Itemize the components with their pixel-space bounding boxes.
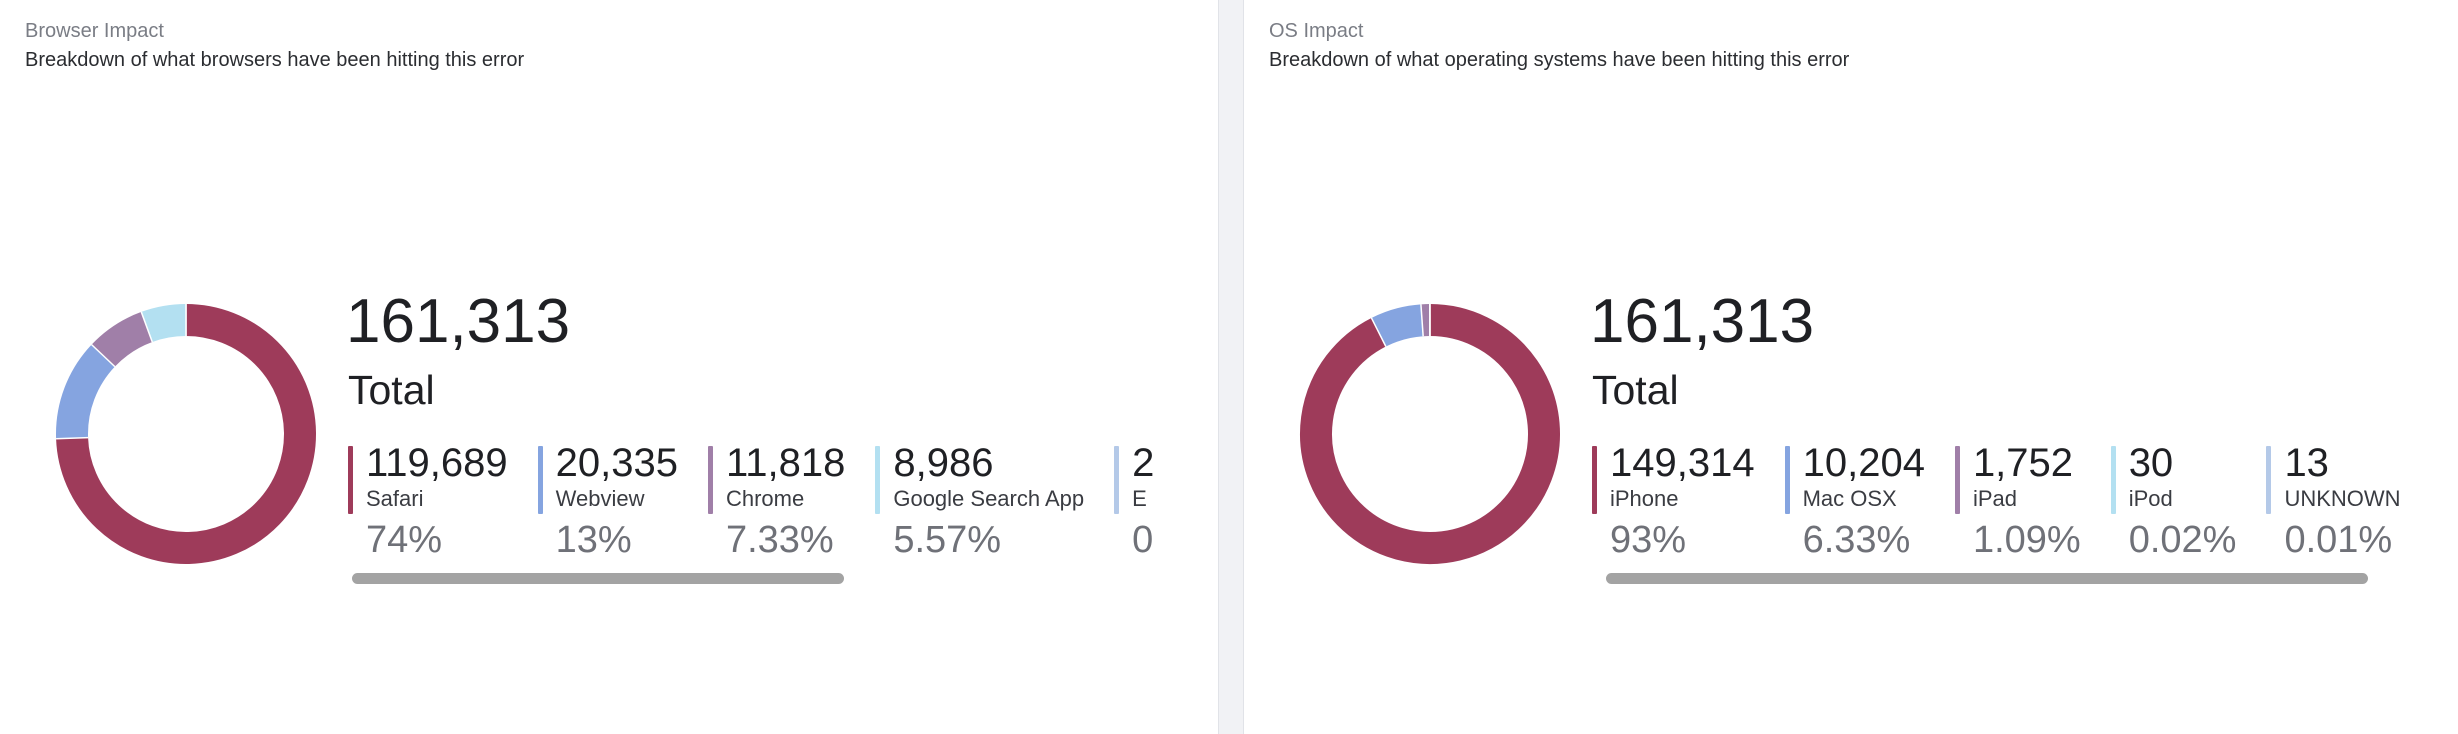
browser-impact-panel: Browser Impact Breakdown of what browser… bbox=[0, 0, 1218, 734]
legend-color-swatch bbox=[707, 446, 713, 514]
legend-count: 8,986 bbox=[893, 441, 994, 485]
legend-color-swatch bbox=[875, 446, 881, 514]
legend-name: E bbox=[1132, 486, 1147, 511]
legend-item-chrome[interactable]: 11,818 Chrome 7.33% bbox=[707, 440, 846, 564]
legend-item-ipad[interactable]: 1,752 iPad 1.09% bbox=[1954, 440, 2081, 564]
legend-item-truncated[interactable]: 2 E 0 bbox=[1114, 440, 1154, 564]
legend-name: iPod bbox=[2128, 486, 2173, 511]
legend-horizontal-scrollbar[interactable] bbox=[1606, 573, 2368, 584]
donut-slice-google-search-app[interactable] bbox=[141, 304, 187, 343]
os-legend[interactable]: 149,314 iPhone 93% 10,204 Mac OSX 6.33% … bbox=[1592, 440, 2452, 590]
legend-name: iPhone bbox=[1610, 486, 1679, 511]
os-impact-panel: OS Impact Breakdown of what operating sy… bbox=[1244, 0, 2458, 734]
legend-percent: 6.33% bbox=[1802, 519, 1911, 561]
legend-color-swatch bbox=[348, 446, 353, 514]
donut-slice-mac-osx[interactable] bbox=[1371, 304, 1424, 347]
legend-name: Chrome bbox=[725, 486, 805, 511]
total-count: 161,313 bbox=[346, 287, 571, 356]
donut-slice-separator bbox=[1420, 304, 1424, 337]
donut-slice-separator bbox=[1370, 317, 1387, 347]
legend-item-google-search-app[interactable]: 8,986 Google Search App 5.57% bbox=[875, 440, 1084, 564]
legend-item-mac-osx[interactable]: 10,204 Mac OSX 6.33% bbox=[1784, 440, 1925, 564]
legend-count: 30 bbox=[2128, 441, 2174, 485]
total-label: Total bbox=[348, 367, 435, 413]
legend-color-swatch bbox=[1592, 446, 1597, 514]
legend-color-swatch bbox=[1784, 446, 1790, 514]
legend-name: Google Search App bbox=[893, 486, 1085, 511]
legend-name: Mac OSX bbox=[1802, 486, 1897, 511]
legend-item-iphone[interactable]: 149,314 iPhone 93% bbox=[1592, 440, 1755, 564]
legend-percent: 0.01% bbox=[2284, 519, 2393, 561]
browser-legend[interactable]: 119,689 Safari 74% 20,335 Webview 13% 11… bbox=[348, 440, 1158, 590]
legend-count: 20,335 bbox=[555, 441, 678, 485]
legend-percent: 0 bbox=[1132, 519, 1154, 561]
legend-percent: 1.09% bbox=[1972, 519, 2081, 561]
donut-slice-separator bbox=[140, 311, 153, 343]
legend-color-swatch bbox=[537, 446, 543, 514]
donut-slice-separator bbox=[91, 344, 116, 368]
donut-slice-safari[interactable] bbox=[56, 304, 316, 564]
panel-divider bbox=[1218, 0, 1244, 734]
panel-title: Browser Impact bbox=[25, 20, 164, 42]
legend-horizontal-scrollbar[interactable] bbox=[352, 573, 844, 584]
panel-subtitle: Breakdown of what operating systems have… bbox=[1269, 49, 1850, 71]
legend-percent: 0.02% bbox=[2128, 519, 2237, 561]
total-count: 161,313 bbox=[1590, 287, 1815, 356]
legend-item-safari[interactable]: 119,689 Safari 74% bbox=[348, 440, 508, 564]
donut-slice-chrome[interactable] bbox=[91, 311, 153, 368]
legend-count: 1,752 bbox=[1972, 441, 2074, 485]
legend-name: Webview bbox=[555, 486, 645, 511]
legend-percent: 93% bbox=[1610, 519, 1687, 561]
legend-count: 13 bbox=[2284, 441, 2329, 485]
legend-count: 10,204 bbox=[1802, 441, 1925, 485]
panel-title: OS Impact bbox=[1269, 20, 1364, 42]
legend-percent: 13% bbox=[555, 519, 632, 561]
legend-count: 119,689 bbox=[366, 441, 508, 485]
legend-count: 11,818 bbox=[725, 441, 846, 485]
os-donut-chart[interactable] bbox=[1298, 302, 1562, 566]
panel-subtitle: Breakdown of what browsers have been hit… bbox=[25, 49, 525, 71]
donut-slice-separator bbox=[56, 436, 89, 440]
total-label: Total bbox=[1592, 367, 1679, 413]
legend-color-swatch bbox=[2266, 446, 2272, 514]
donut-slice-iphone[interactable] bbox=[1300, 304, 1560, 564]
donut-slice-webview[interactable] bbox=[56, 344, 116, 439]
legend-item-unknown[interactable]: 13 UNKNOWN 0.01% bbox=[2266, 440, 2401, 564]
legend-percent: 5.57% bbox=[893, 519, 1002, 561]
browser-donut-chart[interactable] bbox=[54, 302, 318, 566]
legend-percent: 7.33% bbox=[725, 519, 834, 561]
legend-color-swatch bbox=[1954, 446, 1960, 514]
legend-color-swatch bbox=[1114, 446, 1120, 514]
legend-count: 2 bbox=[1132, 441, 1155, 485]
legend-item-webview[interactable]: 20,335 Webview 13% bbox=[537, 440, 678, 564]
legend-name: Safari bbox=[366, 486, 424, 511]
legend-percent: 74% bbox=[366, 519, 443, 561]
legend-name: UNKNOWN bbox=[2284, 486, 2401, 511]
legend-item-ipod[interactable]: 30 iPod 0.02% bbox=[2110, 440, 2237, 564]
legend-name: iPad bbox=[1972, 486, 2017, 511]
legend-color-swatch bbox=[2110, 446, 2116, 514]
legend-count: 149,314 bbox=[1610, 441, 1755, 485]
